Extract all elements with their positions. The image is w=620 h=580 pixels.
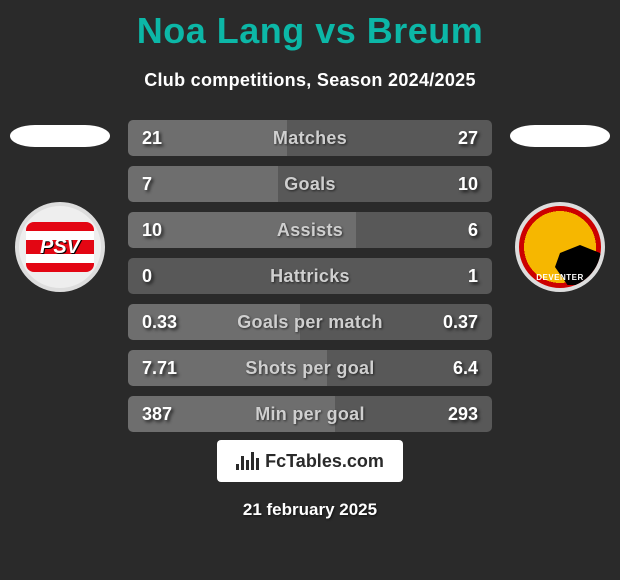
stats-list: 21Matches277Goals1010Assists60Hattricks1… — [128, 120, 492, 442]
gae-badge-text: DEVENTER — [519, 273, 601, 282]
brand-text: FcTables.com — [265, 451, 384, 472]
page-title: Noa Lang vs Breum — [0, 0, 620, 52]
subtitle: Club competitions, Season 2024/2025 — [0, 70, 620, 91]
stat-label: Assists — [128, 220, 492, 241]
stat-row: 7Goals10 — [128, 166, 492, 202]
player-silhouette-icon — [510, 125, 610, 147]
stat-row: 0Hattricks1 — [128, 258, 492, 294]
player-right-block: DEVENTER — [510, 125, 610, 292]
psv-badge-icon: PSV — [26, 222, 94, 272]
stat-value-right: 6 — [468, 220, 478, 241]
stat-row: 10Assists6 — [128, 212, 492, 248]
player-left-block: PSV — [10, 125, 110, 292]
club-badge-right: DEVENTER — [515, 202, 605, 292]
brand-logo: FcTables.com — [217, 440, 403, 482]
stat-row: 387Min per goal293 — [128, 396, 492, 432]
stat-value-right: 27 — [458, 128, 478, 149]
stat-value-right: 6.4 — [453, 358, 478, 379]
stat-label: Matches — [128, 128, 492, 149]
stat-value-right: 10 — [458, 174, 478, 195]
stat-row: 0.33Goals per match0.37 — [128, 304, 492, 340]
stat-label: Shots per goal — [128, 358, 492, 379]
stat-label: Hattricks — [128, 266, 492, 287]
stat-value-right: 293 — [448, 404, 478, 425]
stat-label: Goals — [128, 174, 492, 195]
stat-row: 21Matches27 — [128, 120, 492, 156]
stat-row: 7.71Shots per goal6.4 — [128, 350, 492, 386]
bar-chart-icon — [236, 452, 259, 470]
stat-label: Goals per match — [128, 312, 492, 333]
date-text: 21 february 2025 — [0, 500, 620, 520]
club-badge-left: PSV — [15, 202, 105, 292]
stat-value-right: 1 — [468, 266, 478, 287]
stat-value-right: 0.37 — [443, 312, 478, 333]
player-silhouette-icon — [10, 125, 110, 147]
stat-label: Min per goal — [128, 404, 492, 425]
psv-badge-text: PSV — [40, 236, 80, 259]
